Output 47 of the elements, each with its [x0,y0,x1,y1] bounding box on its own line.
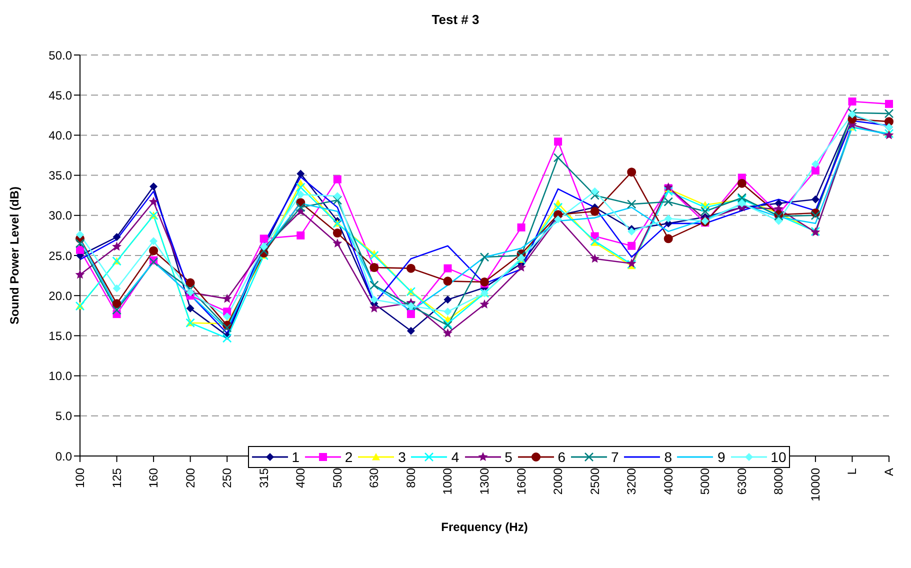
y-tick-label: 25.0 [48,248,72,263]
y-tick-label: 10.0 [48,369,72,384]
legend-label: 9 [717,449,726,465]
x-tick-label: 2500 [588,468,602,495]
legend-label: 3 [398,449,406,465]
y-tick-label: 30.0 [48,208,72,223]
x-tick-label: 10000 [808,468,822,502]
y-axis-title: Sound Power Level (dB) [7,186,22,325]
y-tick-label: 0.0 [55,449,72,464]
x-tick-label: 1600 [514,468,528,495]
y-tick-label: 5.0 [55,409,72,424]
x-tick-label: 630 [367,468,382,488]
x-axis-title: Frequency (Hz) [441,520,528,534]
y-tick-label: 45.0 [48,88,72,102]
x-tick-label: 200 [183,468,198,488]
y-tick-label: 50.0 [48,48,72,62]
x-tick-label: 125 [110,468,124,488]
legend-label: 8 [664,449,672,465]
x-tick-label: 2000 [551,468,566,495]
x-tick-label: 1000 [440,468,455,495]
x-tick-label: 800 [404,468,418,488]
legend-label: 2 [344,449,353,465]
x-tick-label: 500 [330,468,344,488]
chart-title: Test # 3 [430,12,480,27]
x-tick-label: 4000 [661,468,676,495]
y-tick-label: 15.0 [48,328,72,343]
legend-label: 10 [770,449,786,465]
x-tick-label: 315 [256,468,271,488]
x-tick-label: 3200 [624,468,639,495]
x-tick-label: A [882,468,896,476]
legend-label: 7 [611,449,619,465]
x-tick-label: 250 [220,468,234,488]
x-tick-label: 400 [294,468,308,488]
x-tick-label: L [845,468,860,475]
x-tick-label: 100 [73,468,87,488]
x-tick-label: 6300 [734,468,749,495]
x-tick-label: 5000 [698,468,712,495]
x-tick-label: 1300 [478,468,492,495]
x-tick-label: 8000 [772,468,786,495]
legend-label: 1 [292,449,300,465]
legend-label: 4 [451,449,460,465]
y-tick-label: 40.0 [48,128,72,142]
legend-label: 6 [558,449,566,465]
legend-label: 5 [504,449,512,465]
y-tick-label: 20.0 [48,288,72,303]
x-tick-label: 160 [146,468,161,488]
y-tick-label: 35.0 [48,168,72,183]
